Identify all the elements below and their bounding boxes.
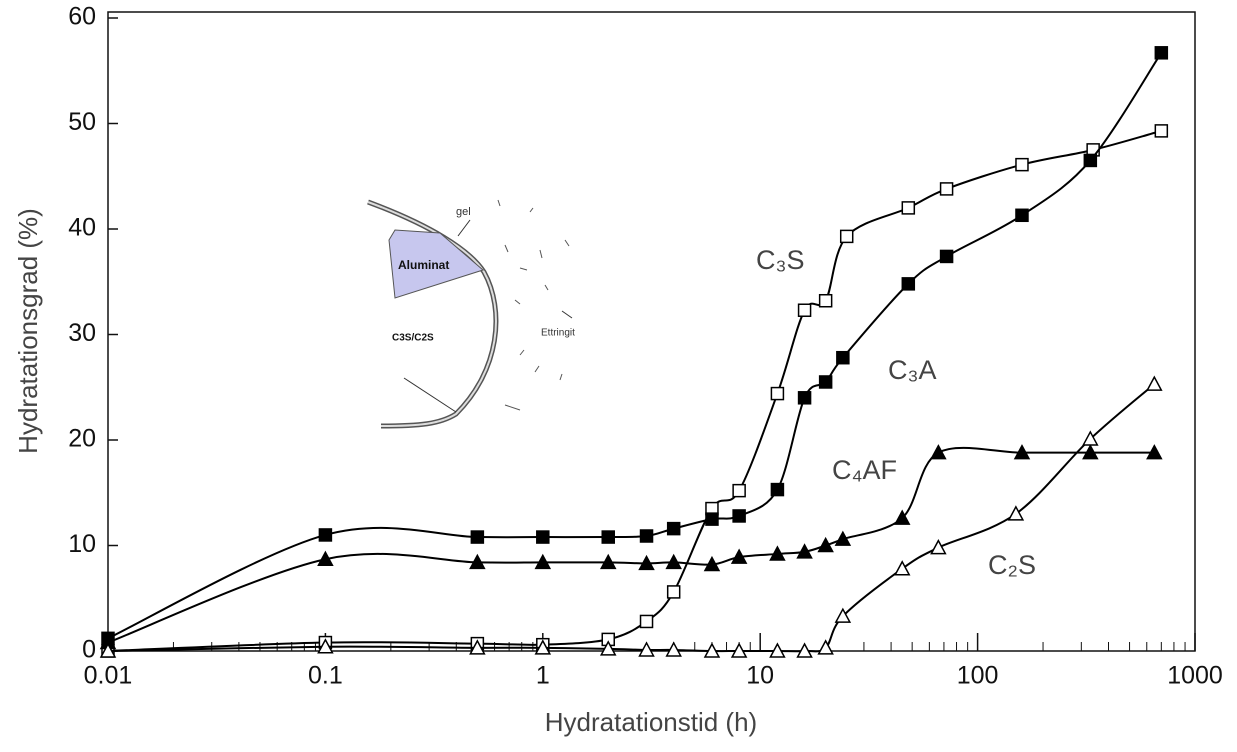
x-tick-label: 100 [957, 662, 999, 690]
x-tick-label: 0.1 [308, 662, 343, 690]
y-tick-label: 30 [68, 319, 96, 347]
inset-line [403, 377, 457, 413]
marker [839, 229, 854, 244]
marker [901, 201, 916, 215]
marker [796, 642, 813, 658]
marker [469, 553, 486, 570]
marker [770, 482, 785, 497]
marker [470, 530, 485, 544]
marker [1154, 124, 1169, 138]
marker [818, 375, 833, 389]
marker [317, 638, 334, 654]
marker [797, 391, 812, 405]
x-axis-label: Hydratationstid (h) [545, 707, 757, 737]
marker [705, 512, 719, 526]
marker [666, 585, 681, 599]
series-line [107, 446, 1155, 644]
marker [599, 553, 617, 570]
marker [732, 483, 746, 498]
marker [834, 530, 852, 546]
marker [536, 530, 550, 544]
marker [666, 521, 681, 536]
marker [769, 642, 786, 658]
marker [639, 614, 654, 629]
gel-arrow [457, 219, 471, 237]
x-tick-label: 1 [536, 662, 550, 690]
x-tick-label: 1000 [1167, 662, 1223, 690]
marker [703, 642, 721, 658]
marker [930, 444, 947, 460]
aluminate-region [388, 229, 485, 299]
marker [939, 182, 954, 196]
marker [703, 555, 721, 572]
marker [1083, 153, 1098, 168]
marker [1013, 444, 1031, 460]
y-tick-label: 60 [68, 3, 96, 31]
marker [601, 530, 615, 544]
marker [1082, 430, 1099, 446]
marker [930, 539, 947, 555]
marker [534, 553, 552, 570]
marker [665, 553, 682, 570]
marker [1082, 444, 1099, 460]
marker [893, 509, 911, 525]
marker [1154, 46, 1169, 60]
x-tick-label: 10 [746, 662, 774, 690]
marker [730, 548, 748, 564]
marker [1015, 157, 1029, 172]
y-axis-label: Hydratationsgrad (%) [13, 208, 43, 454]
marker [797, 303, 812, 317]
marker [638, 641, 655, 657]
series-label: C₄AF [832, 455, 897, 485]
marker [639, 529, 654, 543]
marker [770, 386, 785, 401]
marker [730, 642, 748, 658]
marker [817, 639, 834, 655]
series-label: C₂S [988, 550, 1036, 580]
y-tick-label: 40 [68, 214, 96, 242]
inset-diagram: gel Aluminat C3S/C2S Ettringit [367, 199, 575, 429]
marker [534, 639, 552, 655]
marker [599, 640, 617, 656]
marker [1015, 208, 1029, 223]
y-tick-label: 0 [82, 636, 96, 664]
marker [1007, 505, 1025, 521]
marker [469, 639, 486, 655]
inset-label: gel [456, 206, 471, 218]
series-label: C₃A [888, 355, 937, 385]
inset-label: Aluminat [398, 258, 449, 272]
marker [769, 545, 786, 561]
marker [665, 641, 682, 657]
marker [834, 607, 852, 623]
marker [893, 560, 911, 576]
marker [796, 543, 813, 559]
y-tick-label: 10 [68, 530, 96, 558]
inset-label: Ettringit [541, 328, 575, 339]
marker [99, 642, 117, 658]
ettringit-arrow [561, 310, 573, 319]
marker [836, 350, 850, 365]
marker [318, 528, 333, 542]
marker [901, 277, 916, 291]
series-line [107, 383, 1155, 653]
inset-label: C3S/C2S [392, 333, 434, 344]
ettringite-needles [497, 199, 570, 411]
marker [317, 550, 334, 566]
marker [638, 554, 655, 571]
marker [818, 293, 833, 308]
y-tick-label: 20 [68, 425, 96, 453]
marker [732, 509, 746, 523]
marker [1146, 444, 1163, 460]
marker [1146, 375, 1163, 391]
y-tick-label: 50 [68, 108, 96, 136]
series-label: C₃S [756, 245, 805, 275]
marker [939, 249, 954, 264]
x-tick-label: 0.01 [84, 662, 133, 690]
marker [817, 536, 834, 553]
